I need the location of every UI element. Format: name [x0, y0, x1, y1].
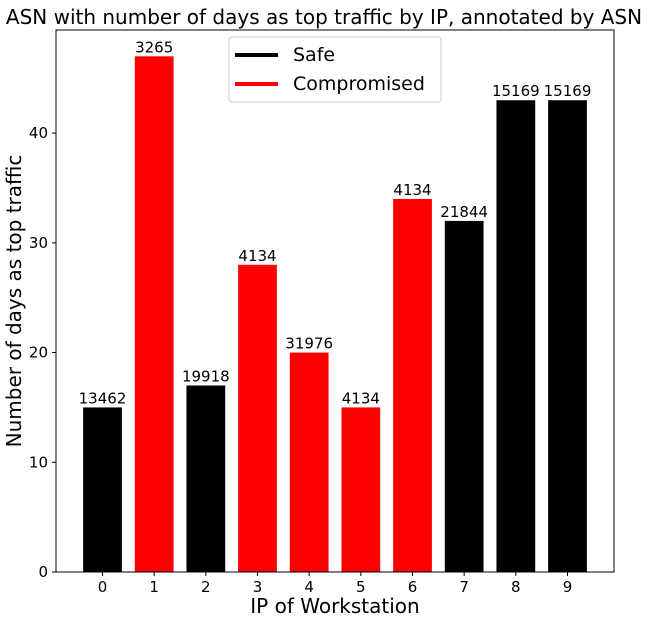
bar-0	[83, 407, 122, 572]
x-tick-label: 4	[304, 578, 314, 596]
x-tick-label: 9	[563, 578, 573, 596]
y-tick-label: 20	[29, 344, 48, 362]
y-tick-label: 40	[29, 124, 48, 142]
bar-8	[496, 100, 536, 572]
bar-6	[393, 198, 432, 572]
y-axis-label: Number of days as top traffic	[2, 155, 26, 448]
x-tick-label: 8	[511, 578, 521, 596]
x-tick-label: 1	[149, 578, 159, 596]
legend-box	[228, 36, 442, 103]
x-tick-label: 5	[356, 578, 366, 596]
y-tick-label: 0	[38, 563, 48, 581]
bar-annotation-0: 13462	[79, 389, 127, 407]
x-tick-label: 6	[408, 578, 418, 596]
legend-label-compromised: Compromised	[293, 73, 425, 95]
y-axis-ticks: 0 10 20 30 40	[29, 124, 56, 581]
bar-labels-group: 13462 3265 19918 4134 31976 4134 4134 21844 1516…	[79, 38, 592, 407]
bar-annotation-2: 19918	[182, 367, 230, 385]
bar-annotation-5: 4134	[342, 389, 380, 407]
chart-title: ASN with number of days as top traffic b…	[6, 5, 642, 29]
y-tick-label: 10	[29, 453, 48, 471]
bar-9	[548, 100, 587, 572]
bar-5	[341, 407, 381, 572]
bar-4	[289, 352, 329, 572]
bar-annotation-3: 4134	[238, 247, 276, 265]
x-tick-label: 7	[459, 578, 469, 596]
x-tick-label: 3	[253, 578, 263, 596]
bars-group	[83, 56, 587, 573]
plot-frame	[55, 29, 615, 573]
bar-2	[186, 385, 226, 572]
x-tick-label: 2	[201, 578, 211, 596]
bar-annotation-6: 4134	[393, 181, 431, 199]
bar-annotation-9: 15169	[544, 82, 592, 100]
legend-label-safe: Safe	[293, 44, 335, 66]
bar-annotation-4: 31976	[285, 335, 333, 353]
x-tick-label: 0	[98, 578, 108, 596]
bar-annotation-8: 15169	[492, 82, 540, 100]
bar-annotation-1: 3265	[135, 38, 173, 56]
bar-3	[238, 264, 277, 572]
y-tick-label: 30	[29, 234, 48, 252]
x-axis-label: IP of Workstation	[250, 594, 419, 618]
x-axis-ticks: 0 1 2 3 4 5 6 7 8 9	[98, 572, 573, 596]
bar-1	[134, 56, 174, 573]
legend: Safe Compromised	[228, 36, 442, 103]
bar-annotation-7: 21844	[440, 203, 488, 221]
bar-7	[444, 220, 484, 573]
